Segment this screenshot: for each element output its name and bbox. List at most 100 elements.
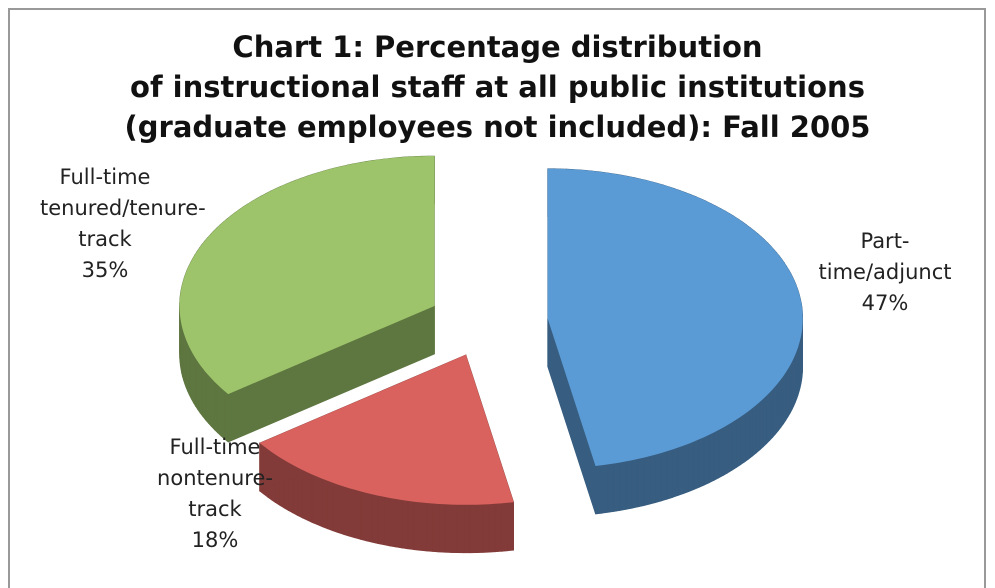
slice-side	[494, 503, 502, 553]
slice-side	[482, 503, 490, 553]
slice-label: Full-time tenured/tenure-track 35%	[20, 162, 206, 286]
slice-side	[723, 424, 729, 477]
slice-side	[763, 394, 767, 448]
slice-side	[688, 441, 695, 493]
slice	[179, 155, 435, 443]
slice-side	[731, 418, 737, 471]
slice-top	[179, 156, 435, 395]
slice-side	[210, 377, 215, 431]
slice-side	[419, 502, 427, 552]
slice-side	[666, 449, 673, 500]
slice-side	[772, 385, 777, 438]
slice-side	[643, 455, 651, 506]
slice-side	[756, 401, 761, 454]
value-label: 47%	[861, 291, 909, 315]
slice-top	[547, 168, 803, 466]
slice-side	[718, 427, 724, 479]
slice-side	[202, 367, 206, 421]
slice-side	[501, 502, 508, 552]
slice-side	[507, 501, 514, 552]
slice-side	[457, 504, 465, 554]
slice-side	[389, 497, 397, 548]
slice-side	[783, 371, 787, 425]
slice	[259, 354, 514, 554]
slice-side	[199, 364, 203, 418]
category-label: Part-time/adjunct	[818, 229, 952, 284]
slice-side	[488, 503, 496, 553]
slice-side	[708, 432, 715, 484]
slice-side	[426, 502, 433, 552]
slice-side	[377, 495, 385, 546]
chart-frame	[8, 8, 986, 588]
slice-side	[677, 445, 684, 497]
slice	[547, 168, 803, 515]
slice-side	[205, 370, 209, 424]
slice-side	[197, 360, 201, 414]
slice-side	[601, 464, 609, 514]
slice-side	[214, 380, 218, 434]
slice-side	[463, 504, 471, 554]
slice-side	[343, 486, 350, 537]
slice-side	[655, 452, 662, 503]
slice-label: Full-time nontenure-track 18%	[130, 432, 300, 556]
slice-side	[348, 487, 356, 539]
slice-side	[451, 504, 458, 554]
slice-side	[787, 364, 791, 418]
slice-side	[703, 434, 710, 486]
slice-side	[332, 482, 339, 534]
value-label: 35%	[81, 258, 129, 282]
slice-side	[661, 450, 668, 502]
slice-side	[371, 493, 379, 544]
slice-side	[217, 384, 222, 437]
category-label: Full-time nontenure-track	[157, 435, 273, 521]
slice-side	[192, 353, 196, 407]
slice-side	[769, 388, 774, 442]
slice-side	[713, 429, 719, 481]
slice-side	[693, 438, 700, 491]
slice-label: Part-time/adjunct 47%	[800, 226, 970, 319]
slice-side	[683, 443, 689, 495]
slice-side	[740, 413, 746, 466]
slice-side	[649, 454, 656, 505]
slice-side	[631, 458, 639, 509]
slice-side	[752, 404, 757, 457]
slice-side	[727, 421, 733, 474]
slice-side	[785, 367, 789, 422]
slice-side	[311, 474, 318, 526]
slice-side	[595, 464, 602, 515]
slice-side	[207, 374, 212, 428]
slice-side	[327, 480, 334, 532]
slice-side	[360, 491, 367, 542]
slice-side	[413, 501, 421, 551]
slice-side	[195, 356, 198, 411]
slice-side	[401, 499, 409, 550]
slice-side	[354, 489, 361, 540]
slice-side	[476, 504, 483, 554]
slice-side	[744, 410, 750, 463]
slice-side	[438, 503, 446, 553]
slice-side	[444, 503, 452, 553]
slice-side	[607, 463, 615, 513]
slice-side	[637, 457, 645, 508]
slice-side	[748, 407, 753, 460]
slice-side	[759, 398, 764, 451]
slice-side	[365, 492, 373, 543]
slice-side	[775, 381, 779, 435]
slice-side	[432, 503, 440, 553]
slice-side	[672, 447, 679, 498]
slice-side	[698, 436, 705, 488]
slice-side	[625, 459, 633, 510]
category-label: Full-time tenured/tenure-track	[40, 165, 206, 251]
slice-top	[259, 354, 514, 505]
slice-side	[302, 469, 308, 521]
slice-side	[322, 478, 328, 530]
slice-side	[383, 496, 391, 547]
chart-title: of instructional staff at all public ins…	[130, 70, 865, 104]
slice-side	[778, 378, 782, 432]
slice-side	[306, 471, 313, 523]
slice-side	[613, 462, 621, 512]
slice-side	[736, 416, 741, 469]
value-label: 18%	[191, 528, 239, 552]
